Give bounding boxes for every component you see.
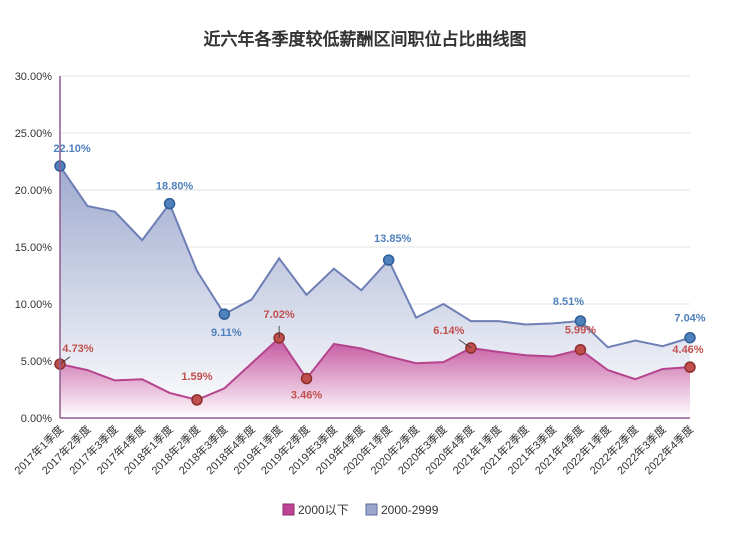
data-label: 4.46% [672, 344, 703, 356]
data-label: 18.80% [156, 181, 194, 193]
data-point [684, 331, 696, 344]
data-labels: 4.73% 1.59% 7.02% 3.46% 6.14% 5.99% 4.46% 22.10… [53, 143, 705, 401]
legend-swatch [365, 503, 378, 516]
data-point [163, 197, 176, 210]
area-series-1 [60, 337, 690, 418]
y-tick-label: 0.00% [21, 413, 52, 425]
series-areas [60, 166, 690, 418]
data-label: 8.51% [553, 296, 584, 308]
y-tick-label: 25.00% [15, 128, 53, 140]
legend-swatch [282, 503, 295, 516]
series-line-2 [59, 165, 691, 349]
data-label: 7.02% [264, 309, 295, 321]
data-label: 22.10% [53, 143, 91, 155]
y-tick-label: 5.00% [21, 356, 52, 368]
data-label: 9.11% [211, 327, 242, 339]
data-label: 6.14% [433, 325, 464, 337]
data-point [684, 361, 696, 373]
data-point [300, 372, 313, 385]
data-point [218, 308, 231, 320]
data-point [574, 315, 587, 327]
y-tick-label: 30.00% [15, 71, 53, 83]
y-tick-label: 20.00% [15, 185, 53, 197]
y-tick-label: 15.00% [15, 242, 53, 254]
data-point [574, 343, 587, 356]
label-leader-line [458, 339, 472, 349]
data-label: 3.46% [291, 390, 322, 402]
y-tick-label: 10.00% [15, 299, 53, 311]
data-point [191, 394, 203, 406]
x-axis-ticks: 2017年1季度2017年2季度2017年3季度2017年4季度2018年1季度… [11, 422, 696, 477]
legend-label: 2000-2999 [381, 503, 439, 517]
legend: 2000以下 2000-2999 [282, 503, 439, 517]
y-axis-ticks: 0.00% 5.00% 10.00% 15.00% 20.00% 25.00% 30.00% [15, 71, 53, 425]
data-point [382, 254, 395, 266]
data-label: 1.59% [181, 371, 212, 383]
data-label: 13.85% [374, 233, 412, 245]
chart-title: 近六年各季度较低薪酬区间职位占比曲线图 [204, 29, 527, 50]
axes [59, 76, 690, 419]
data-points [54, 160, 696, 406]
data-label: 7.04% [674, 313, 705, 325]
data-label: 5.99% [565, 325, 596, 337]
label-leader-line [59, 356, 71, 365]
data-label: 4.73% [62, 343, 93, 355]
legend-label: 2000以下 [298, 503, 349, 517]
